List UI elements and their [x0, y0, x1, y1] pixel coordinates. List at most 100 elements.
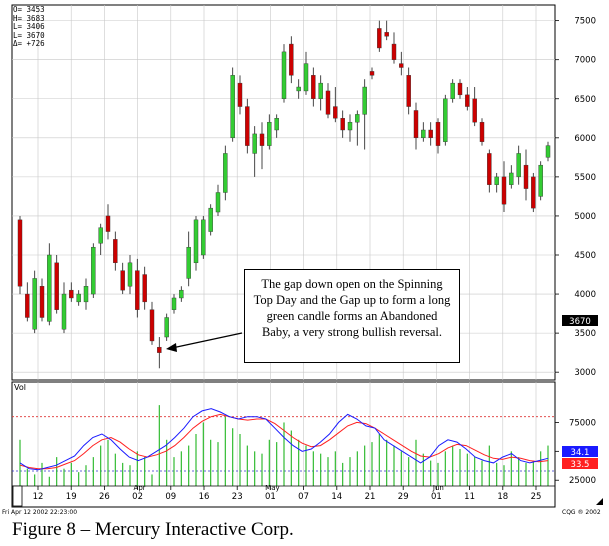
volume-grid — [12, 416, 555, 472]
x-tick-label: 12 — [33, 492, 44, 502]
candle-body — [32, 278, 37, 330]
candle-body — [186, 246, 191, 279]
price-tick-label: 5500 — [574, 173, 596, 183]
candle-body — [501, 176, 507, 205]
candle-body — [318, 82, 323, 99]
red-indicator-label: 33.5 — [571, 460, 590, 470]
candle-body — [355, 114, 360, 123]
candle-body — [164, 317, 169, 338]
price-tick-label: 5000 — [574, 212, 596, 222]
candle-body — [457, 82, 463, 96]
candle-body — [157, 346, 162, 353]
candle-body — [494, 176, 499, 185]
corner-resize-icon[interactable] — [596, 498, 603, 505]
candle-body — [259, 133, 265, 146]
x-tick-label: 25 — [531, 492, 542, 502]
x-tick-label: 07 — [298, 492, 309, 502]
red-indicator-tag — [562, 458, 598, 469]
price-tick-label: 4000 — [574, 290, 596, 300]
ohlc-open: O= 3453 — [13, 5, 45, 14]
x-tick-label: 26 — [99, 492, 110, 502]
volume-lines — [19, 408, 549, 471]
volume-blue-line — [19, 408, 549, 471]
annotation-box: The gap down open on the Spinning Top Da… — [244, 269, 460, 363]
candle-body — [135, 270, 140, 310]
candle-body — [545, 145, 551, 158]
x-tick-label: 11 — [464, 492, 475, 502]
price-tick-label: 6500 — [574, 95, 596, 105]
candle-body — [54, 262, 59, 310]
candle-body — [39, 286, 45, 318]
candle-body — [76, 293, 81, 303]
candle-body — [311, 75, 316, 99]
candle-body — [347, 121, 353, 131]
volume-tick-label: 25000 — [569, 476, 596, 486]
candle-body — [267, 121, 272, 146]
candle-body — [428, 129, 433, 139]
candle-body — [149, 309, 155, 342]
footer-timestamp: Fri Apr 12 2002 22:23:00 — [2, 509, 78, 516]
candle-body — [509, 172, 514, 185]
price-tick-label: 3000 — [574, 368, 596, 378]
last-price-tag — [562, 315, 598, 326]
candle-body — [281, 51, 287, 99]
volume-tick-label: 75000 — [569, 418, 596, 428]
candle-body — [399, 63, 404, 68]
candle-body — [215, 192, 221, 213]
candles — [17, 20, 551, 369]
candle-body — [201, 219, 206, 256]
candle-body — [384, 32, 389, 37]
ohlc-readout: O= 3453 H= 3683 L= 3406 L= 3670 Δ= +726 — [13, 5, 45, 49]
candle-body — [377, 28, 382, 49]
x-axis: 12 19 26 02 09 16 23 01 07 14 21 29 01 11 18 25 Apr May Ju… — [33, 484, 542, 502]
candle-body — [333, 106, 338, 119]
candle-body — [274, 118, 279, 131]
candle-body — [245, 106, 250, 146]
figure-caption: Figure 8 – Mercury Interactive Corp. — [12, 519, 294, 540]
candle-body — [289, 43, 294, 76]
candle-body — [443, 98, 448, 142]
price-tick-label: 6000 — [574, 134, 596, 144]
ohlc-high: H= 3683 — [13, 13, 45, 23]
x-tick-label: 02 — [132, 492, 143, 502]
candle-body — [120, 270, 125, 291]
candle-body — [171, 297, 177, 310]
candle-body — [487, 153, 492, 185]
x-tick-label: 18 — [497, 492, 508, 502]
blue-indicator-label: 34.1 — [571, 448, 590, 458]
candle-body — [362, 86, 367, 115]
candle-body — [391, 43, 397, 60]
scroll-handle[interactable] — [12, 485, 23, 507]
candle-body — [69, 289, 74, 299]
month-label: May — [265, 484, 279, 492]
candle-body — [325, 90, 331, 115]
candle-body — [516, 153, 521, 178]
candle-body — [61, 293, 67, 330]
candle-body — [421, 129, 426, 139]
candle-body — [142, 274, 147, 303]
x-tick-label: 29 — [398, 492, 409, 502]
annotation-arrowhead — [166, 343, 177, 352]
candle-body — [450, 82, 455, 99]
price-y-axis: 3000 3500 4000 4500 5000 5500 6000 6500 7000 7500 — [555, 17, 596, 378]
price-tick-label: 4500 — [574, 251, 596, 261]
price-tick-label: 3500 — [574, 329, 596, 339]
price-tick-label: 7500 — [574, 17, 596, 27]
volume-bars — [12, 405, 555, 487]
price-tick-label: 7000 — [574, 56, 596, 66]
candle-body — [83, 286, 89, 303]
candle-body — [25, 293, 30, 318]
last-price-label: 3670 — [569, 317, 591, 327]
candle-body — [523, 164, 529, 189]
candle-body — [340, 118, 345, 131]
candle-body — [413, 110, 419, 139]
candle-body — [105, 215, 111, 232]
candle-body — [223, 153, 228, 193]
candle-body — [472, 98, 477, 123]
candle-body — [208, 207, 213, 232]
x-tick-label: 19 — [66, 492, 77, 502]
candle-body — [47, 254, 52, 322]
month-label: Jun — [432, 484, 444, 492]
candle-body — [237, 82, 243, 107]
